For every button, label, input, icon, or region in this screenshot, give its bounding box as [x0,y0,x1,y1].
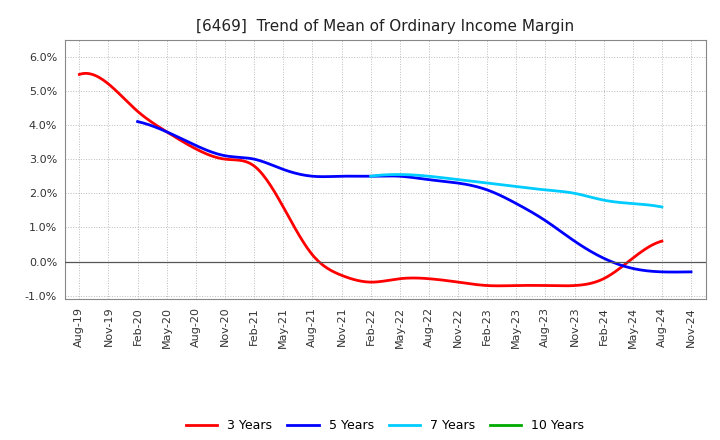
Title: [6469]  Trend of Mean of Ordinary Income Margin: [6469] Trend of Mean of Ordinary Income … [196,19,575,34]
3 Years [607,271,616,277]
Line: 7 Years: 7 Years [371,175,662,207]
5 Years [135,119,144,125]
3 Years [424,276,433,281]
3 Years [422,276,431,281]
5 Years [461,182,469,187]
7 Years [366,174,375,179]
3 Years [81,71,89,76]
7 Years [367,173,376,179]
5 Years [687,269,696,275]
7 Years [541,187,549,192]
Line: 3 Years: 3 Years [79,73,662,286]
5 Years [635,267,644,272]
3 Years [433,277,442,282]
3 Years [77,71,86,77]
5 Years [472,184,481,189]
3 Years [570,283,579,288]
5 Years [600,256,608,261]
7 Years [540,187,549,192]
7 Years [613,199,621,205]
Legend: 3 Years, 5 Years, 7 Years, 10 Years: 3 Years, 5 Years, 7 Years, 10 Years [181,414,590,437]
7 Years [631,201,640,206]
Line: 5 Years: 5 Years [138,121,691,272]
3 Years [657,238,666,244]
7 Years [546,188,554,193]
3 Years [75,72,84,77]
5 Years [668,269,677,275]
5 Years [463,182,472,187]
7 Years [657,204,666,209]
3 Years [494,283,503,289]
7 Years [394,172,402,177]
5 Years [133,119,142,124]
